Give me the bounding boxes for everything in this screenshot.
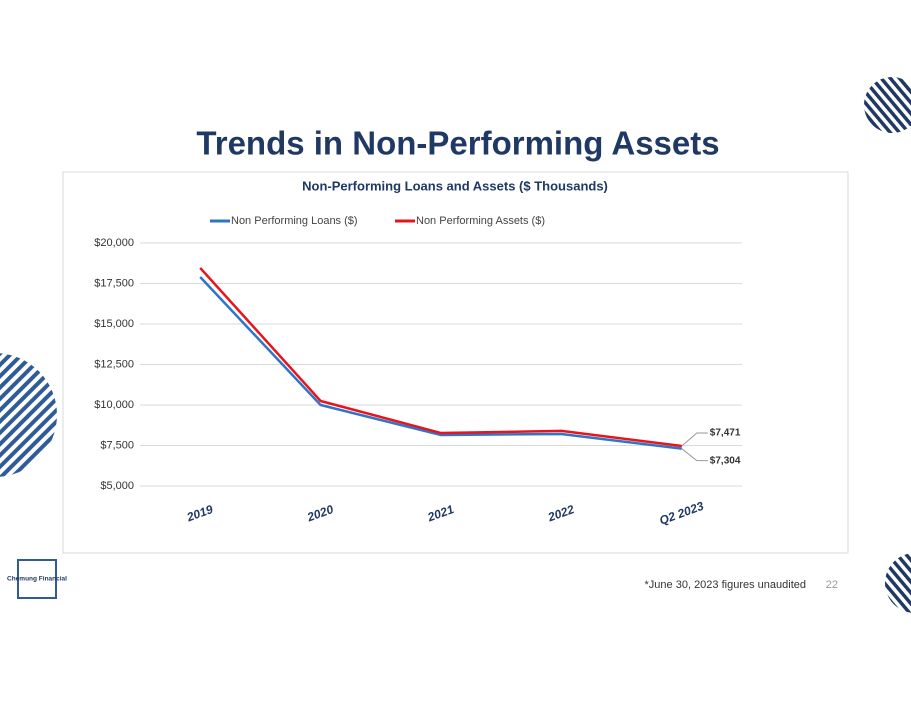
page-number: 22 — [826, 579, 838, 591]
y-tick-label: $15,000 — [94, 318, 134, 330]
leader-line — [681, 432, 708, 447]
logo — [17, 559, 57, 599]
legend-label: Non Performing Assets ($) — [416, 215, 545, 227]
series-line — [199, 267, 682, 448]
y-tick-label: $17,500 — [94, 277, 134, 289]
decoration — [885, 553, 911, 613]
chart-frame — [62, 171, 849, 554]
slide-title: Trends in Non-Performing Assets — [196, 125, 719, 162]
leader-line — [681, 448, 708, 462]
data-label: $7,304 — [710, 455, 741, 466]
decoration — [864, 77, 911, 133]
plot: $5,000 $7,500 $10,000 $12,500 $15,000 $17,500… — [94, 215, 742, 528]
legend-label: Non Performing Loans ($) — [231, 215, 358, 227]
series-line — [199, 276, 682, 450]
data-label: $7,471 — [710, 428, 741, 439]
chart-title: Non-Performing Loans and Assets ($ Thous… — [302, 178, 608, 193]
y-tick-label: $7,500 — [100, 439, 134, 451]
logo-text: Chemung Financial — [7, 576, 67, 583]
y-tick-label: $12,500 — [94, 358, 134, 370]
y-tick-label: $20,000 — [94, 237, 134, 249]
y-tick-label: $5,000 — [100, 480, 134, 492]
footnote: *June 30, 2023 figures unaudited — [645, 579, 806, 591]
y-tick-label: $10,000 — [94, 399, 134, 411]
decoration — [0, 353, 57, 477]
